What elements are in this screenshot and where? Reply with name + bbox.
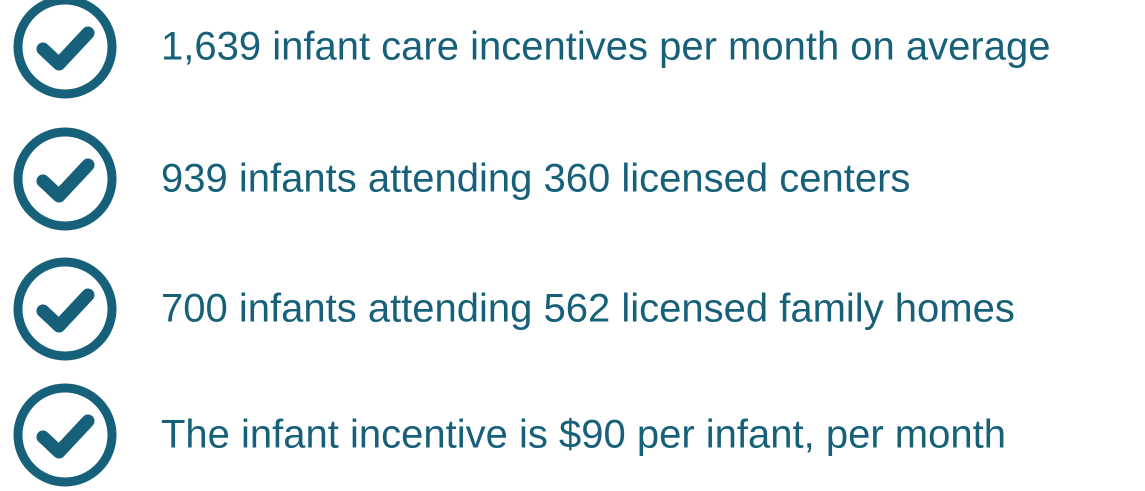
check-icon: [13, 257, 117, 361]
check-item: 700 infants attending 562 licensed famil…: [0, 254, 1145, 364]
check-item: 1,639 infant care incentives per month o…: [0, 0, 1145, 102]
check-item: The infant incentive is $90 per infant, …: [0, 380, 1145, 490]
item-text: The infant incentive is $90 per infant, …: [161, 412, 1006, 457]
item-text: 939 infants attending 360 licensed cente…: [161, 156, 911, 201]
check-icon: [13, 383, 117, 487]
check-item: 939 infants attending 360 licensed cente…: [0, 124, 1145, 234]
check-icon: [13, 0, 117, 99]
item-text: 700 infants attending 562 licensed famil…: [161, 286, 1015, 331]
check-icon: [13, 127, 117, 231]
item-text: 1,639 infant care incentives per month o…: [161, 24, 1051, 69]
